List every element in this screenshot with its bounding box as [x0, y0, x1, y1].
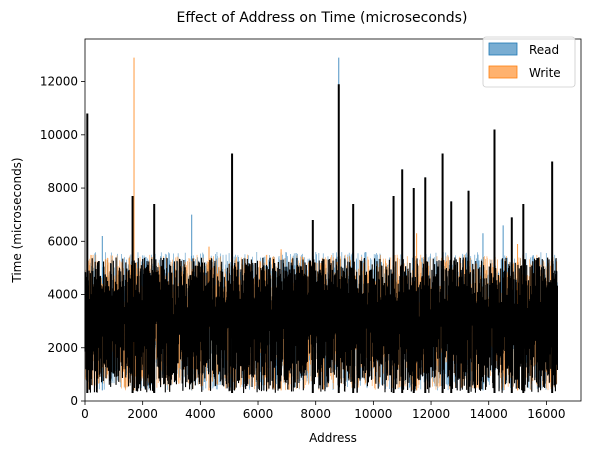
series-total: [84, 84, 558, 394]
x-tick-label: 8000: [300, 407, 331, 421]
y-tick-label: 4000: [47, 288, 78, 302]
legend-swatch-read: [488, 42, 518, 56]
legend-label-write: Write: [529, 66, 561, 80]
y-tick-label: 0: [70, 394, 78, 408]
plot-frame: [84, 38, 582, 402]
plot-area: [84, 38, 582, 402]
legend-label-read: Read: [529, 43, 559, 57]
x-tick-label: 16000: [527, 407, 565, 421]
y-axis: 0 2000 4000 6000 8000 10000 12000: [40, 75, 85, 408]
y-tick-label: 2000: [47, 341, 78, 355]
legend: Read Write: [482, 36, 576, 88]
x-tick-label: 4000: [185, 407, 216, 421]
y-axis-label: Time (microseconds): [10, 157, 24, 283]
x-axis: 0 2000 4000 6000 8000 10000 12000 14000 16000: [81, 401, 565, 421]
x-tick-label: 2000: [127, 407, 158, 421]
x-axis-label: Address: [309, 431, 357, 445]
x-tick-label: 12000: [412, 407, 450, 421]
y-tick-label: 6000: [47, 234, 78, 248]
x-tick-label: 10000: [354, 407, 392, 421]
x-tick-label: 14000: [470, 407, 508, 421]
x-tick-label: 6000: [243, 407, 274, 421]
y-tick-label: 10000: [40, 128, 78, 142]
series-layer: [84, 57, 558, 394]
chart-title: Effect of Address on Time (microseconds): [177, 10, 468, 26]
y-tick-label: 8000: [47, 181, 78, 195]
y-tick-label: 12000: [40, 75, 78, 89]
legend-swatch-write: [488, 65, 518, 79]
x-tick-label: 0: [81, 407, 89, 421]
